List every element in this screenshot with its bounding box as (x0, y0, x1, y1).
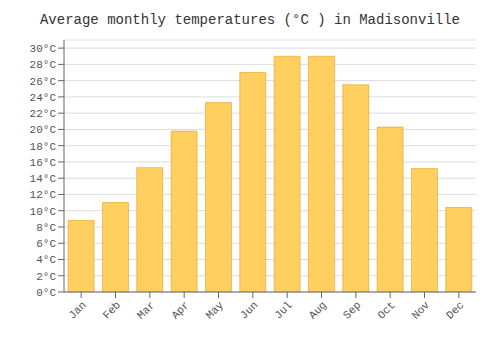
svg-text:8°C: 8°C (36, 222, 56, 234)
svg-text:12°C: 12°C (30, 189, 57, 201)
svg-text:28°C: 28°C (30, 59, 57, 71)
svg-text:10°C: 10°C (30, 206, 57, 218)
svg-text:Nov: Nov (410, 299, 433, 322)
svg-text:16°C: 16°C (30, 157, 57, 169)
svg-text:2°C: 2°C (36, 271, 56, 283)
svg-text:Apr: Apr (169, 299, 191, 321)
svg-text:24°C: 24°C (30, 92, 57, 104)
svg-text:Mar: Mar (135, 299, 157, 321)
svg-text:18°C: 18°C (30, 141, 57, 153)
svg-text:22°C: 22°C (30, 108, 57, 120)
svg-text:Aug: Aug (307, 299, 329, 321)
svg-text:Jul: Jul (272, 299, 294, 321)
svg-text:26°C: 26°C (30, 76, 57, 88)
svg-text:0°C: 0°C (36, 287, 56, 299)
svg-text:30°C: 30°C (30, 43, 57, 55)
svg-text:20°C: 20°C (30, 124, 57, 136)
html-text:Average monthly temperatures (: Average monthly temperatures (°C ) in Ma… (40, 12, 460, 28)
svg-text:4°C: 4°C (36, 254, 56, 266)
svg-text:Jun: Jun (238, 299, 260, 321)
svg-text:Oct: Oct (375, 299, 397, 321)
svg-text:Feb: Feb (101, 299, 123, 321)
svg-text:14°C: 14°C (30, 173, 57, 185)
svg-text:Dec: Dec (444, 299, 466, 321)
svg-text:6°C: 6°C (36, 238, 56, 250)
svg-text:Sep: Sep (341, 299, 363, 321)
svg-text:Jan: Jan (66, 299, 88, 321)
svg-text:May: May (204, 299, 227, 322)
